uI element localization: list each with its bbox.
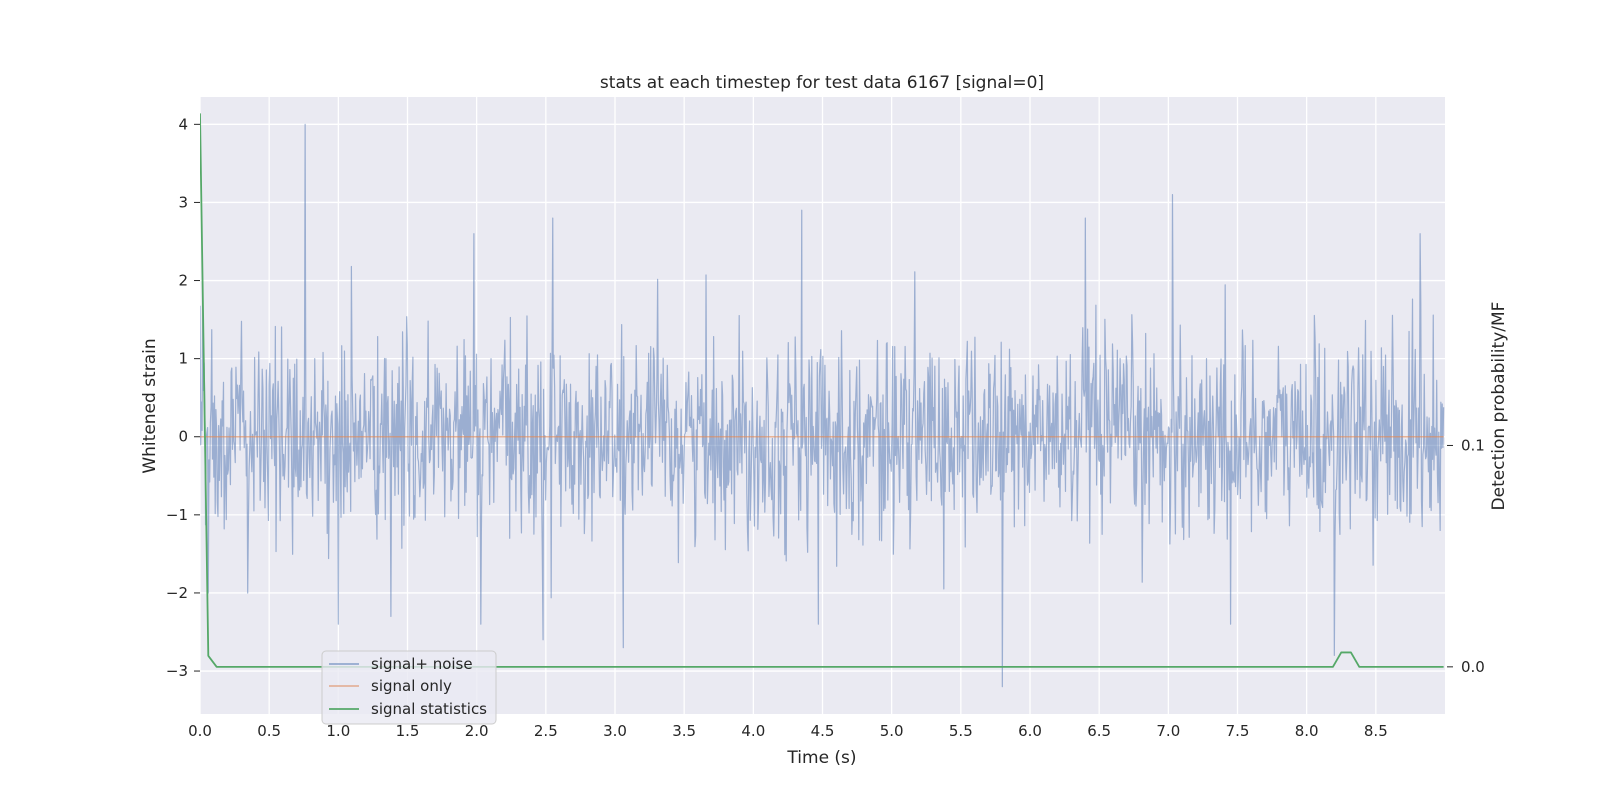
tick-layer: 0.0 0.5 1.0 1.5 2.0 2.5 3.0 3.5 4.0 4.5 5.0 5.5 6.0 6… [166,115,1485,740]
x-tick-label: 5.5 [949,722,973,740]
y-tick-label: 3 [178,193,188,211]
y-tick-label: 2 [178,272,188,290]
y-tick-label: −2 [166,584,188,602]
x-tick-label: 4.0 [741,722,765,740]
x-tick-label: 0.5 [257,722,281,740]
x-tick-label: 2.5 [534,722,558,740]
y-tick-label: −1 [166,506,188,524]
x-tick-label: 8.0 [1295,722,1319,740]
y-tick-label: 1 [178,350,188,368]
x-tick-label: 7.5 [1226,722,1250,740]
series-layer [200,113,1445,688]
x-axis-label: Time (s) [786,748,856,768]
y-tick-label: −3 [166,662,188,680]
x-tick-label: 1.5 [396,722,420,740]
y2-tick-label: 0.1 [1461,436,1485,454]
series-signal-noise [200,123,1445,688]
x-tick-label: 4.5 [811,722,835,740]
x-tick-label: 6.5 [1087,722,1111,740]
x-tick-label: 8.5 [1364,722,1388,740]
x-tick-label: 3.5 [672,722,696,740]
legend: signal+ noise signal only signal statist… [321,650,497,725]
legend-box [321,650,497,725]
x-tick-label: 3.0 [603,722,627,740]
y-axis-label: Whitened strain [140,338,160,473]
legend-label-signal-only: signal only [371,677,452,695]
y-tick-label: 0 [178,428,188,446]
x-tick-label: 0.0 [188,722,212,740]
legend-label-signal-statistics: signal statistics [371,700,487,718]
chart-title: stats at each timestep for test data 616… [600,73,1044,93]
x-tick-label: 7.0 [1156,722,1180,740]
legend-label-signal-noise: signal+ noise [371,655,473,673]
x-tick-label: 2.0 [465,722,489,740]
series-signal-statistics [200,113,1444,668]
x-tick-label: 1.0 [326,722,350,740]
x-tick-label: 6.0 [1018,722,1042,740]
y2-axis-label: Detection probability/MF [1489,302,1509,511]
y-tick-label: 4 [178,115,188,133]
x-tick-label: 5.0 [880,722,904,740]
y2-tick-label: 0.0 [1461,658,1485,676]
